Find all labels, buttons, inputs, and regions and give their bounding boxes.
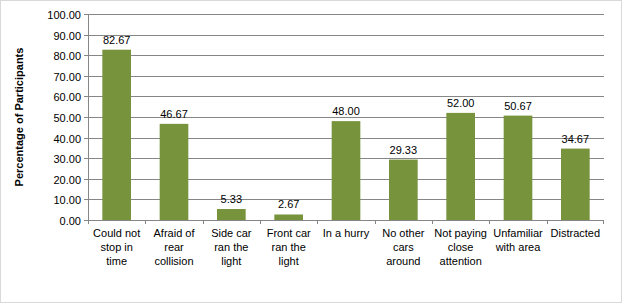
grid-line [88, 35, 604, 36]
y-tick [84, 35, 88, 36]
data-label: 2.67 [278, 198, 299, 210]
bar [561, 149, 590, 220]
x-tick-label: Distracted [551, 227, 601, 239]
x-tick [88, 220, 89, 224]
y-tick [84, 179, 88, 180]
x-tick [145, 220, 146, 224]
x-tick [432, 220, 433, 224]
data-label: 48.00 [332, 105, 360, 117]
x-tick-label: Front carran thelight [267, 227, 311, 267]
y-tick [84, 14, 88, 15]
y-tick [84, 138, 88, 139]
y-tick [84, 76, 88, 77]
y-tick-label: 10.00 [53, 194, 81, 206]
y-tick [84, 158, 88, 159]
y-tick-label: 60.00 [53, 91, 81, 103]
x-tick [489, 220, 490, 224]
data-label: 29.33 [390, 144, 418, 156]
x-tick-label: Could notstop intime [93, 227, 140, 267]
data-label: 46.67 [160, 108, 188, 120]
y-tick-label: 70.00 [53, 71, 81, 83]
chart-svg: 0.00 10.00 20.00 30.00 40.00 50.00 60.00 70.00 8… [0, 0, 622, 303]
chart-container: 0.00 10.00 20.00 30.00 40.00 50.00 60.00 70.00 8… [0, 0, 622, 303]
y-tick-label: 30.00 [53, 153, 81, 165]
data-label: 5.33 [221, 193, 242, 205]
y-tick-label: 0.00 [60, 215, 81, 227]
x-tick [317, 220, 318, 224]
grid-line [88, 14, 604, 15]
x-tick-label: Afraid ofrearcollision [154, 227, 196, 267]
bar [332, 121, 361, 220]
y-tick [84, 96, 88, 97]
data-label: 52.00 [447, 97, 475, 109]
y-tick [84, 55, 88, 56]
bar [102, 50, 131, 220]
bar [217, 209, 246, 220]
x-tick [203, 220, 204, 224]
x-tick [375, 220, 376, 224]
y-tick-label: 80.00 [53, 50, 81, 62]
x-tick-label: Not payingcloseattention [434, 227, 487, 267]
x-tick-label: Unfamiliarwith area [493, 227, 543, 253]
y-tick [84, 220, 88, 221]
x-axis [88, 220, 604, 221]
bar [446, 113, 475, 220]
x-tick-label: Side carran thelight [211, 227, 252, 267]
data-label: 34.67 [562, 133, 590, 145]
data-label: 50.67 [504, 100, 532, 112]
bar [274, 214, 303, 220]
y-tick-label: 100.00 [47, 9, 81, 21]
y-axis-title: Percentage of Participants [13, 48, 25, 187]
y-tick [84, 117, 88, 118]
x-tick [260, 220, 261, 224]
y-tick-label: 40.00 [53, 133, 81, 145]
bar [160, 124, 189, 220]
y-axis [88, 14, 89, 220]
x-tick-label: No othercarsaround [382, 227, 425, 267]
y-tick-label: 90.00 [53, 30, 81, 42]
data-label: 82.67 [103, 34, 131, 46]
y-tick-label: 50.00 [53, 112, 81, 124]
grid-line [88, 55, 604, 56]
bar [504, 116, 533, 220]
bars [102, 50, 589, 220]
chart-border [1, 1, 622, 303]
grid-line [88, 96, 604, 97]
x-tick [547, 220, 548, 224]
grid-line [88, 76, 604, 77]
y-tick-label: 20.00 [53, 174, 81, 186]
y-tick [84, 199, 88, 200]
bar [389, 160, 418, 220]
x-tick-label: In a hurry [323, 227, 370, 239]
grid-line [88, 220, 604, 221]
x-tick [603, 220, 604, 224]
